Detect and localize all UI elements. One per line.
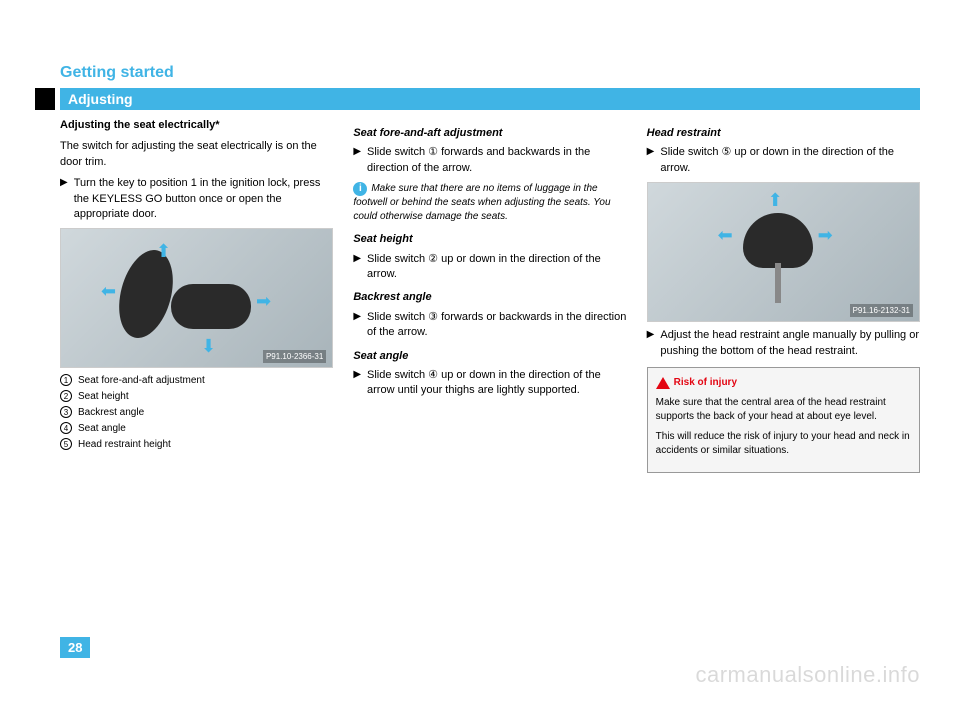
img1-tag: P91.10-2366-31 xyxy=(263,350,326,363)
col2-h3: Backrest angle xyxy=(353,290,626,305)
col1-step-text: Turn the key to position 1 in the igniti… xyxy=(74,176,334,222)
chapter-title: Getting started xyxy=(60,60,920,86)
column-1: Adjusting the seat electrically* The swi… xyxy=(60,118,333,473)
col2-h2: Seat height xyxy=(353,232,626,247)
col3-h1: Head restraint xyxy=(647,126,920,141)
section-label: Adjusting xyxy=(68,91,133,107)
img2-tag: P91.16-2132-31 xyxy=(850,304,913,317)
warning-title: Risk of injury xyxy=(674,376,737,390)
warning-box: Risk of injury Make sure that the centra… xyxy=(647,367,920,473)
watermark: carmanualsonline.info xyxy=(695,662,920,688)
col1-heading: Adjusting the seat electrically* xyxy=(60,118,333,133)
headrest-diagram: ⬅ ➡ ⬆ P91.16-2132-31 xyxy=(647,182,920,322)
warning-icon xyxy=(656,377,670,389)
col1-intro: The switch for adjusting the seat electr… xyxy=(60,139,333,170)
col2-s3: Slide switch ③ forwards or backwards in … xyxy=(367,310,627,341)
warn-p1: Make sure that the central area of the h… xyxy=(656,396,911,424)
warn-p2: This will reduce the risk of injury to y… xyxy=(656,430,911,458)
col2-s2: Slide switch ② up or down in the directi… xyxy=(367,252,627,283)
col2-h1: Seat fore-and-aft adjustment xyxy=(353,126,626,141)
col2-h4: Seat angle xyxy=(353,349,626,364)
seat-switch-diagram: ⬅ ➡ ⬆ ⬇ P91.10-2366-31 xyxy=(60,228,333,368)
col2-s4: Slide switch ④ up or down in the directi… xyxy=(367,368,627,399)
col1-step: ▶ Turn the key to position 1 in the igni… xyxy=(60,176,333,222)
col3-s2: Adjust the head restraint angle manually… xyxy=(660,328,920,359)
col2-s1: Slide switch ① forwards and backwards in… xyxy=(367,145,627,176)
column-2: Seat fore-and-aft adjustment ▶Slide swit… xyxy=(353,118,626,473)
legend-2: 2Seat height xyxy=(60,390,333,404)
col3-s1: Slide switch ⑤ up or down in the directi… xyxy=(660,145,920,176)
legend-4: 4Seat angle xyxy=(60,422,333,436)
legend-3: 3Backrest angle xyxy=(60,406,333,420)
legend-5: 5Head restraint height xyxy=(60,438,333,452)
legend-1: 1Seat fore-and-aft adjustment xyxy=(60,374,333,388)
column-3: Head restraint ▶Slide switch ⑤ up or dow… xyxy=(647,118,920,473)
page-number: 28 xyxy=(60,637,90,658)
section-title: Adjusting xyxy=(60,88,920,110)
info-icon: i xyxy=(353,182,367,196)
info-note: iMake sure that there are no items of lu… xyxy=(353,182,626,224)
bullet-icon: ▶ xyxy=(60,176,68,222)
tab-marker xyxy=(35,88,55,110)
